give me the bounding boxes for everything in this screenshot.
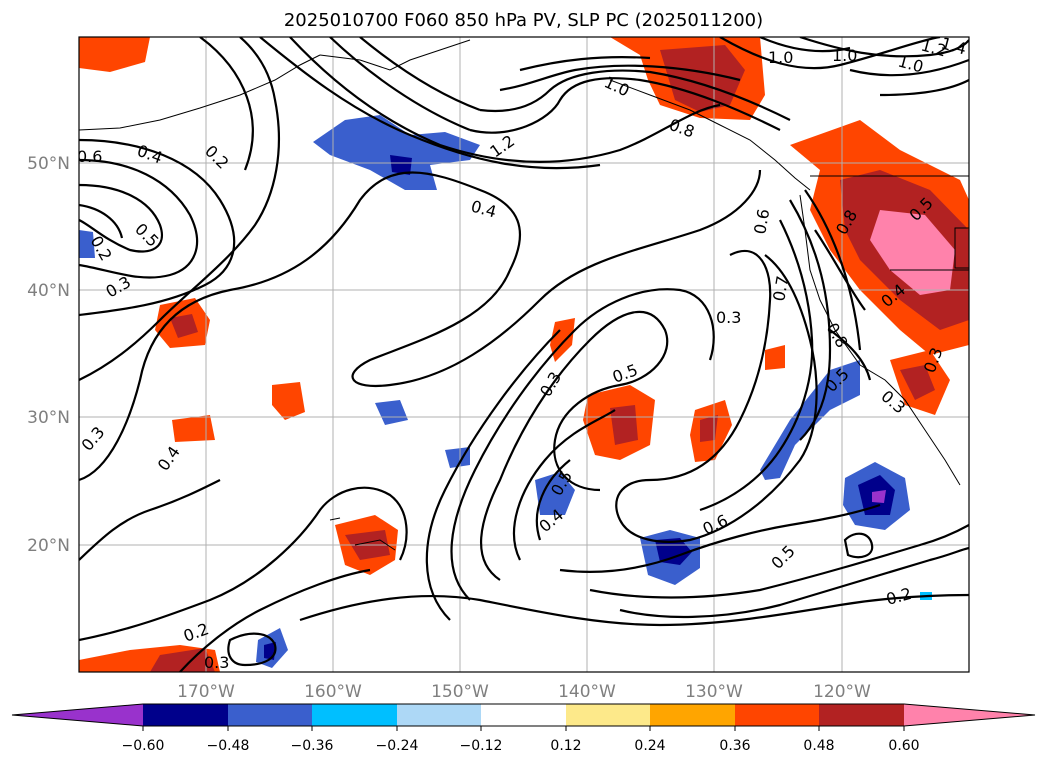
map-title: 2025010700 F060 850 hPa PV, SLP PC (2025… [283, 10, 764, 31]
lon-label: 160°W [304, 682, 362, 702]
colorbar-segment [397, 704, 481, 726]
colorbar-tick-label: 0.12 [550, 738, 581, 754]
coastlines [79, 39, 969, 551]
contour-label: 0.6 [750, 207, 773, 235]
colorbar-segment [904, 704, 1035, 726]
colorbar-segment [12, 704, 143, 726]
colorbar-tick-label: 0.24 [634, 738, 665, 754]
colorbar-tick-label: −0.48 [207, 738, 250, 754]
contour-label: 1.4 [939, 34, 969, 59]
colorbar-tick-label: −0.60 [122, 738, 165, 754]
map-area: 0.6 0.4 0.2 0.5 0.2 0.3 1.0 1.0 1.0 1.0 … [77, 34, 969, 672]
lon-label: 150°W [431, 682, 489, 702]
contour-label: 1.0 [768, 48, 793, 67]
contour-label: 0.3 [204, 653, 229, 672]
colorbar-tick-label: 0.36 [719, 738, 750, 754]
colorbar-segment [312, 704, 397, 726]
lon-label: 140°W [558, 682, 616, 702]
colorbar-tick-label: −0.24 [376, 738, 419, 754]
lon-label: 120°W [813, 682, 871, 702]
contour-label: 0.3 [716, 308, 741, 327]
contour-label: 1.2 [919, 36, 949, 61]
map-frame [78, 36, 970, 673]
lat-label: 50°N [27, 154, 70, 174]
colorbar-segment [228, 704, 312, 726]
colorbar-segment [819, 704, 904, 726]
contour-label: 1.0 [832, 46, 857, 65]
colorbar-tick-label: 0.60 [888, 738, 919, 754]
lon-label: 130°W [685, 682, 743, 702]
contour-label: 0.7 [769, 274, 792, 302]
contour-label: 0.6 [77, 147, 102, 166]
colorbar-segment [143, 704, 228, 726]
colorbar-segment [735, 704, 819, 726]
lat-label: 40°N [27, 281, 70, 301]
colorbar: −0.60 −0.48 −0.36 −0.24 −0.12 0.12 0.24 … [11, 703, 1036, 754]
slp-contours [79, 37, 969, 672]
lon-label: 170°W [177, 682, 235, 702]
colorbar-tick-label: 0.48 [803, 738, 834, 754]
colorbar-tick-label: −0.12 [460, 738, 503, 754]
colorbar-segment [566, 704, 650, 726]
lat-label: 20°N [27, 536, 70, 556]
lat-label: 30°N [27, 408, 70, 428]
longitude-labels: 170°W 160°W 150°W 140°W 130°W 120°W [177, 682, 871, 702]
lat-lon-grid [79, 37, 969, 672]
colorbar-segment [650, 704, 735, 726]
colorbar-segment [481, 704, 566, 726]
latitude-labels: 50°N 40°N 30°N 20°N [27, 154, 70, 556]
colorbar-tick-label: −0.36 [291, 738, 334, 754]
